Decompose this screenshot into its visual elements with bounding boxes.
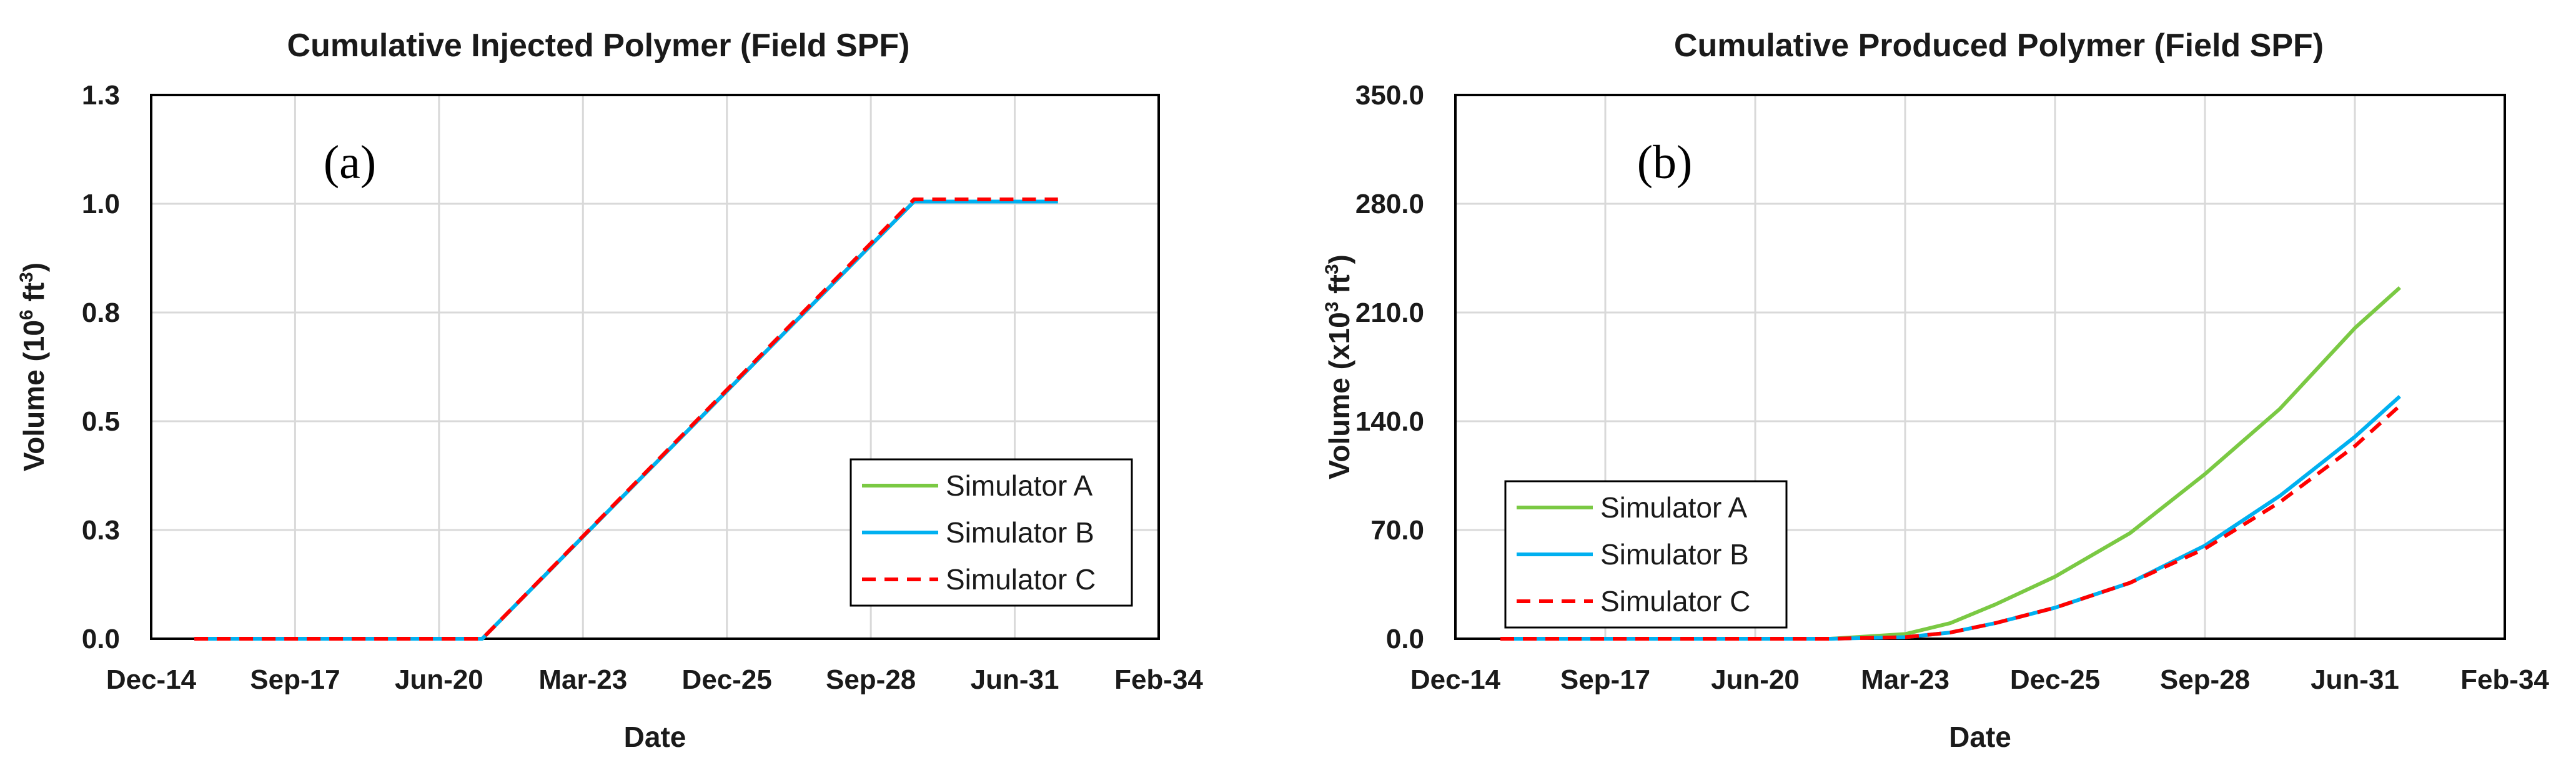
plot-frame [150,94,1160,640]
x-tick-label: Jun-31 [2311,664,2399,695]
x-tick-label: Feb-34 [2460,664,2549,695]
y-axis-label: Volume (x103 ft3) [1322,254,1355,479]
chart-title: Cumulative Produced Polymer (Field SPF) [1674,28,2324,64]
x-tick-label: Jun-20 [395,664,483,695]
y-axis-label-unit: ft [17,282,50,309]
panel-label: (a) [324,136,376,189]
x-tick-label: Sep-28 [2160,664,2250,695]
y-axis-label-suffix: ) [1323,254,1355,264]
y-tick-label: 280.0 [1355,189,1424,219]
series-line-simulator-b [1500,394,2402,641]
series-line-simulator-a [1500,286,2402,641]
plot-frame [1454,94,2506,640]
legend: Simulator A Simulator B Simulator C [1504,480,1788,629]
x-tick-label: Dec-25 [682,664,772,695]
legend: Simulator A Simulator B Simulator C [850,458,1133,607]
y-axis-label-unit: ft [1323,274,1355,301]
series-line-simulator-c [194,198,1058,641]
y-tick-label: 70.0 [1370,515,1424,546]
y-tick-label: 0.3 [82,515,120,546]
y-tick-label: 0.0 [82,624,120,654]
x-tick-label: Sep-28 [826,664,916,695]
x-axis-label: Date [1949,721,2011,753]
y-tick-label: 140.0 [1355,406,1424,437]
x-tick-label: Sep-17 [1560,664,1650,695]
y-axis-label-prefix: Volume (x10 [1323,312,1355,479]
chart-b: Cumulative Produced Polymer (Field SPF) D… [1322,28,2549,753]
legend-entry: Simulator A [946,469,1093,502]
y-tick-label: 0.0 [1386,624,1424,654]
y-axis-label: Volume (106 ft3) [16,262,50,471]
y-axis-label-superscript: 3 [1322,264,1342,274]
x-tick-label: Dec-14 [106,664,197,695]
legend-entry: Simulator B [1600,538,1749,571]
legend-entry: Simulator C [1600,585,1750,618]
x-axis-label: Date [624,721,686,753]
x-tick-label: Mar-23 [538,664,627,695]
panel-label: (b) [1637,136,1693,189]
y-axis-label-superscript: 3 [1322,302,1342,312]
chart-title: Cumulative Injected Polymer (Field SPF) [287,28,910,64]
y-tick-label: 350.0 [1355,80,1424,111]
y-tick-label: 210.0 [1355,298,1424,328]
y-tick-label: 1.3 [82,80,120,111]
x-tick-label: Mar-23 [1861,664,1949,695]
x-tick-label: Dec-25 [2010,664,2100,695]
legend-entry: Simulator C [946,563,1096,596]
x-tick-label: Jun-20 [1711,664,1800,695]
y-axis-label-prefix: Volume (10 [17,320,50,471]
x-tick-label: Feb-34 [1114,664,1203,695]
chart-a: Cumulative Injected Polymer (Field SPF) D… [16,28,1203,753]
series-line-simulator-c [1500,404,2402,641]
legend-entry: Simulator B [946,516,1094,549]
x-tick-label: Sep-17 [250,664,340,695]
y-tick-label: 0.5 [82,406,120,437]
x-tick-label: Dec-14 [1410,664,1501,695]
y-tick-label: 1.0 [82,189,120,219]
legend-entry: Simulator A [1600,491,1748,524]
x-tick-label: Jun-31 [971,664,1059,695]
y-axis-label-superscript: 3 [16,272,37,282]
y-axis-label-superscript: 6 [16,309,37,320]
y-axis-label-suffix: ) [17,262,50,272]
y-tick-label: 0.8 [82,298,120,328]
